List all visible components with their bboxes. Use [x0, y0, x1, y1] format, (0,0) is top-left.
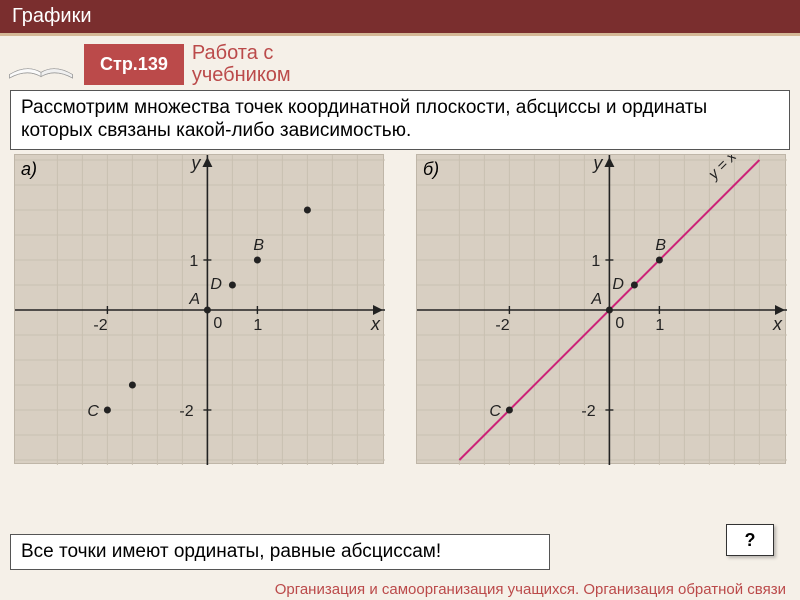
open-book-icon: [6, 42, 76, 86]
work-with-line2: учебником: [192, 64, 291, 86]
svg-text:y: y: [591, 155, 603, 173]
question-button[interactable]: ?: [726, 524, 774, 556]
svg-text:1: 1: [253, 317, 262, 334]
svg-text:1: 1: [655, 317, 664, 334]
page-tag-text: Стр.139: [100, 54, 168, 74]
svg-text:D: D: [612, 276, 624, 293]
svg-text:x: x: [370, 314, 381, 334]
chart-b-svg: y = xyx0-21-21CADB: [417, 155, 787, 465]
answer-text: Все точки имеют ординаты, равные абсцисс…: [21, 541, 441, 562]
chart-a-label: а): [21, 159, 37, 180]
chart-a: а) y x 0 -2 1 -2 1 C AD B: [14, 154, 384, 464]
answer-box: Все точки имеют ординаты, равные абсцисс…: [10, 534, 550, 570]
chart-b-label: б): [423, 159, 439, 180]
svg-text:C: C: [489, 403, 501, 420]
page-header: Графики: [0, 0, 800, 36]
svg-text:-2: -2: [93, 317, 107, 334]
svg-text:B: B: [253, 237, 264, 254]
svg-text:D: D: [210, 276, 222, 293]
topbar: Стр.139 Работа с учебником: [0, 36, 800, 88]
chart-a-svg: y x 0 -2 1 -2 1 C AD B: [15, 155, 385, 465]
svg-text:1: 1: [591, 253, 600, 270]
page-number-tag: Стр.139: [84, 44, 184, 85]
svg-text:C: C: [87, 403, 99, 420]
charts-row: а) yx0-21-21CADB б) y = xyx0-21-21CADB: [0, 154, 800, 464]
work-with-textbook: Работа с учебником: [192, 42, 291, 86]
svg-text:0: 0: [213, 315, 222, 332]
question-mark: ?: [745, 530, 756, 551]
svg-text:A: A: [188, 291, 200, 308]
svg-text:A: A: [590, 291, 602, 308]
intro-box: Рассмотрим множества точек координатной …: [10, 90, 790, 150]
work-with-line1: Работа с: [192, 42, 291, 64]
svg-text:0: 0: [615, 315, 624, 332]
header-title: Графики: [12, 5, 92, 27]
svg-text:-2: -2: [179, 403, 193, 420]
svg-text:x: x: [772, 314, 783, 334]
svg-text:-2: -2: [495, 317, 509, 334]
svg-text:1: 1: [189, 253, 198, 270]
footer-text: Организация и самоорганизация учащихся. …: [275, 581, 786, 598]
chart-b: б) y = xyx0-21-21CADB: [416, 154, 786, 464]
svg-text:B: B: [655, 237, 666, 254]
intro-text: Рассмотрим множества точек координатной …: [21, 97, 707, 141]
svg-text:y: y: [189, 155, 201, 173]
svg-text:-2: -2: [581, 403, 595, 420]
